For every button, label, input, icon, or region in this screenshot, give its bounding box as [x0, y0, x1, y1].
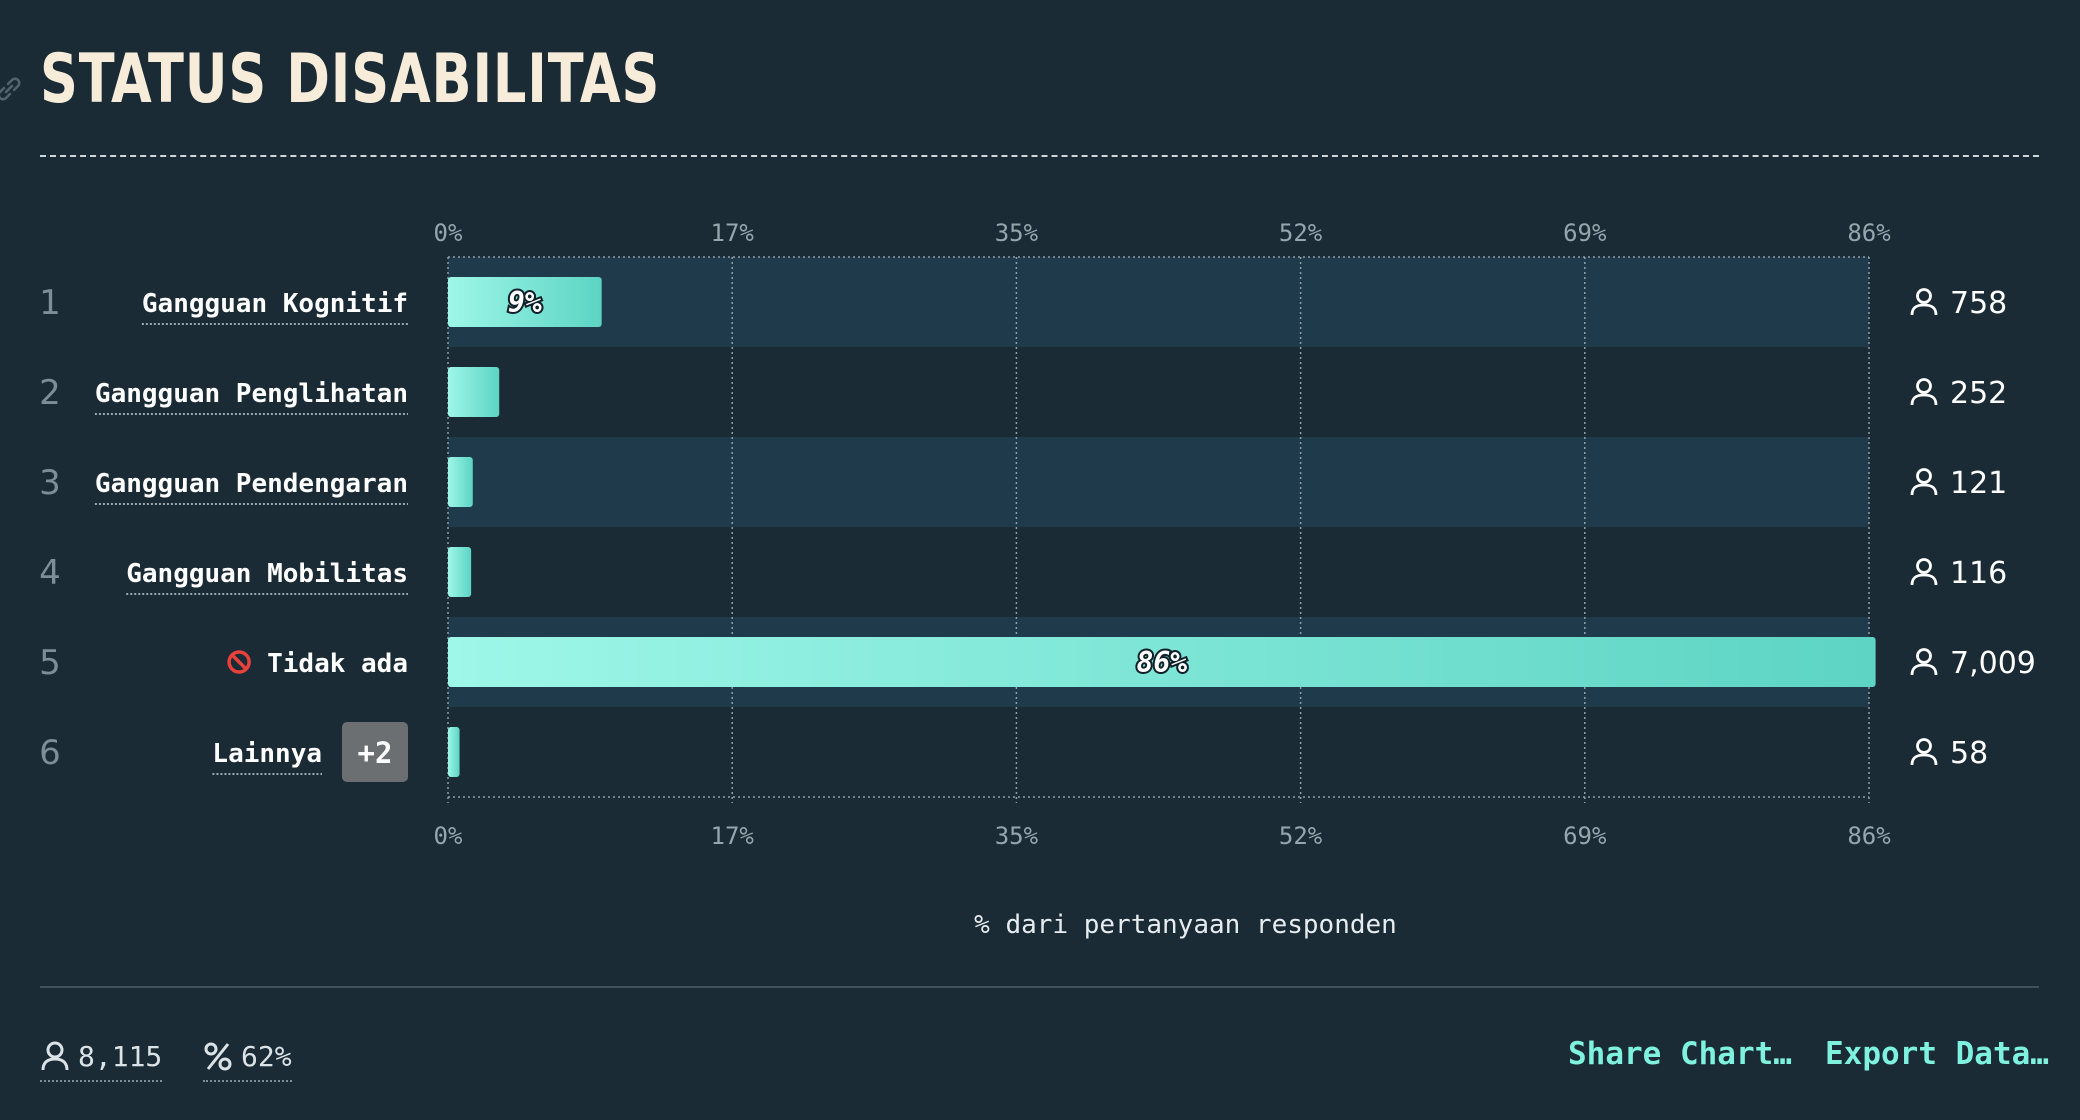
category-label[interactable]: Gangguan Mobilitas — [126, 559, 408, 589]
x-tick-label-bottom: 17% — [711, 822, 755, 850]
category-label[interactable]: Lainnya — [212, 739, 322, 769]
x-tick-label-bottom: 86% — [1847, 822, 1891, 850]
export-data-button[interactable]: Export Data… — [1825, 1036, 2049, 1072]
respondent-count: 116 — [1950, 556, 2007, 591]
prohibited-icon-slash — [230, 653, 248, 671]
percent-icon — [204, 1042, 232, 1071]
person-icon — [1910, 648, 1938, 676]
rank-number: 5 — [39, 643, 61, 683]
row-band — [448, 437, 1869, 527]
respondent-count: 7,009 — [1950, 646, 2036, 681]
x-tick-label-top: 35% — [995, 219, 1039, 247]
total-respondents-stat[interactable]: 8,115 — [40, 1036, 163, 1082]
rank-number: 4 — [39, 553, 61, 593]
rank-number: 3 — [39, 463, 61, 503]
respondent-count: 58 — [1950, 736, 1988, 771]
chart-title: STATUS DISABILITAS — [40, 40, 661, 119]
x-tick-label-bottom: 69% — [1563, 822, 1607, 850]
x-tick-label-bottom: 52% — [1279, 822, 1323, 850]
x-tick-label-bottom: 0% — [434, 822, 463, 850]
bar[interactable] — [448, 547, 472, 597]
total-respondents-value: 8,115 — [78, 1039, 163, 1073]
category-label[interactable]: Tidak ada — [267, 649, 408, 679]
bar-value-label: 86% — [1137, 646, 1188, 679]
x-tick-label-top: 69% — [1563, 219, 1607, 247]
person-icon — [41, 1041, 69, 1071]
person-icon — [1910, 378, 1938, 406]
x-tick-label-top: 86% — [1847, 219, 1891, 247]
title-divider — [40, 155, 2039, 157]
respondent-count: 121 — [1950, 466, 2007, 501]
response-rate-value: 62% — [241, 1039, 292, 1073]
bar[interactable] — [448, 727, 460, 777]
x-tick-label-top: 17% — [711, 219, 755, 247]
rank-number: 1 — [39, 283, 61, 323]
respondent-count: 758 — [1950, 286, 2007, 321]
bar[interactable] — [448, 637, 1876, 687]
footer-divider — [40, 986, 2039, 988]
share-chart-button[interactable]: Share Chart… — [1568, 1036, 1792, 1072]
more-categories-badge-label: +2 — [358, 736, 393, 770]
bar[interactable] — [448, 277, 602, 327]
category-label[interactable]: Gangguan Penglihatan — [95, 379, 408, 409]
x-tick-label-top: 0% — [434, 219, 463, 247]
rank-number: 2 — [39, 373, 61, 413]
response-rate-stat[interactable]: 62% — [203, 1036, 292, 1082]
category-label[interactable]: Gangguan Kognitif — [142, 289, 408, 319]
bar-value-label: 9% — [508, 286, 542, 319]
rank-number: 6 — [39, 733, 61, 773]
link-icon[interactable] — [0, 74, 24, 104]
person-icon — [1910, 738, 1938, 766]
x-tick-label-bottom: 35% — [995, 822, 1039, 850]
bar[interactable] — [448, 457, 473, 507]
person-icon — [1910, 288, 1938, 316]
x-axis-label: % dari pertanyaan responden — [974, 910, 1397, 940]
category-label[interactable]: Gangguan Pendengaran — [95, 469, 408, 499]
more-categories-badge[interactable] — [342, 722, 408, 782]
respondent-count: 252 — [1950, 376, 2007, 411]
bar[interactable] — [448, 367, 500, 417]
prohibited-icon — [227, 650, 251, 674]
x-tick-label-top: 52% — [1279, 219, 1323, 247]
person-icon — [1910, 558, 1938, 586]
row-band — [448, 257, 1869, 347]
person-icon — [1910, 468, 1938, 496]
bar-chart: 0%0%17%17%35%35%52%52%69%69%86%86%1 Gangg… — [39, 219, 2036, 940]
